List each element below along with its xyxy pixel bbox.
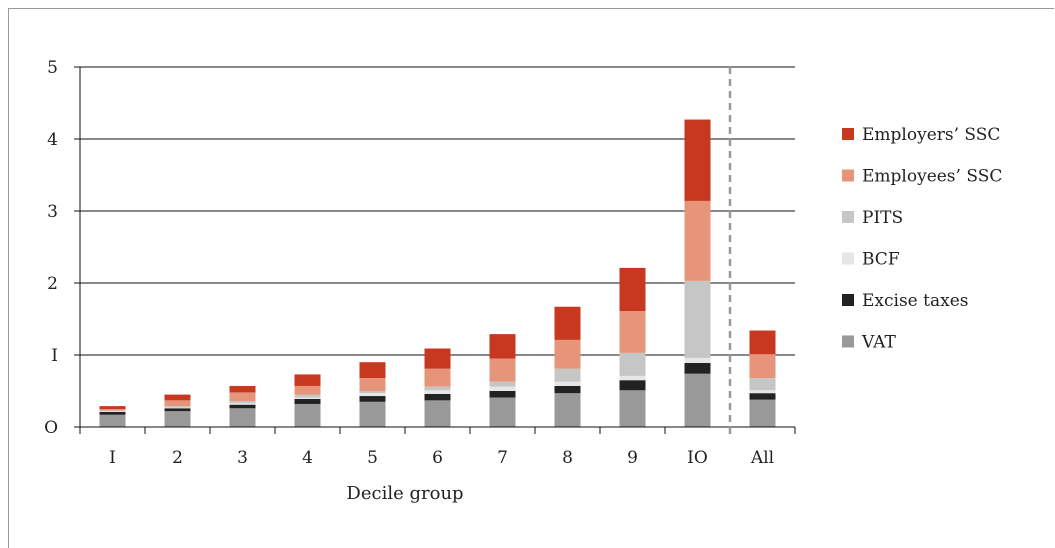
bar-segment-bcf-1 [99, 411, 126, 412]
bar-segment-employers-ssc-4 [294, 374, 321, 386]
bar-segment-bcf-8 [554, 381, 581, 386]
bar-segment-pits-8 [554, 368, 581, 382]
bar-segment-employers-ssc-3 [229, 385, 256, 393]
bar-segment-employers-ssc-8 [554, 306, 581, 340]
bar-segment-excise-taxes-6 [424, 393, 451, 401]
bar-segment-pits-2 [164, 406, 191, 408]
y-tick-label: I [51, 346, 58, 366]
legend-label-excise-taxes: Excise taxes [862, 291, 968, 311]
bar-segment-bcf-9 [619, 375, 646, 381]
bar-segment-excise-taxes-2 [164, 408, 191, 412]
bar-segment-employees-ssc-10 [684, 200, 711, 281]
bar-segment-employers-ssc-6 [424, 348, 451, 369]
bar-segment-excise-taxes-1 [99, 411, 126, 415]
bar-segment-bcf-5 [359, 393, 386, 397]
bar-segment-vat-9 [619, 390, 646, 427]
x-tick-label: 6 [432, 448, 443, 468]
bar-segment-vat-8 [554, 393, 581, 427]
x-tick-label: 4 [302, 448, 313, 468]
bar-segment-bcf-6 [424, 390, 451, 394]
bar-segment-employers-ssc-5 [359, 362, 386, 379]
bar-segment-pits-7 [489, 381, 516, 387]
bar-segment-employees-ssc-2 [164, 400, 191, 407]
x-tick-label: 8 [562, 448, 573, 468]
bar-segment-employers-ssc-10 [684, 119, 711, 201]
bar-segment-pits-4 [294, 394, 321, 398]
bar-segment-employees-ssc-3 [229, 392, 256, 402]
bar-segment-excise-taxes-7 [489, 391, 516, 398]
bar-segment-bcf-10 [684, 357, 711, 363]
bar-segment-excise-taxes-8 [554, 385, 581, 394]
bar-segment-employees-ssc-6 [424, 368, 451, 387]
bar-segment-pits-9 [619, 352, 646, 376]
x-axis-title: Decile group [346, 483, 463, 504]
bar-segment-employers-ssc-2 [164, 394, 191, 401]
legend-label-pits: PITS [862, 208, 903, 228]
bar-segment-vat-all [749, 399, 776, 427]
legend-swatch-employees-ssc [842, 169, 854, 182]
legend-swatch-pits [842, 211, 854, 223]
bar-segment-pits-all [749, 378, 776, 391]
x-tick-label: 2 [172, 448, 183, 468]
x-tick-label: 5 [367, 448, 378, 468]
bar-segment-excise-taxes-5 [359, 396, 386, 402]
bar-segment-pits-1 [99, 410, 126, 412]
bar-segment-bcf-3 [229, 403, 256, 405]
bar-segment-vat-5 [359, 401, 386, 427]
bar-segment-vat-4 [294, 403, 321, 427]
bar-segment-excise-taxes-9 [619, 380, 646, 391]
bar-segment-employers-ssc-9 [619, 267, 646, 312]
bar-segment-vat-2 [164, 411, 191, 427]
bar-segment-employees-ssc-all [749, 354, 776, 379]
bar-segment-pits-5 [359, 391, 386, 394]
bar-segment-employees-ssc-9 [619, 311, 646, 353]
bar-segment-vat-6 [424, 400, 451, 427]
legend-label-bcf: BCF [862, 250, 900, 270]
x-tick-label: I [109, 448, 116, 468]
legend-label-employees-ssc: Employees’ SSC [862, 167, 1002, 187]
bar-segment-vat-3 [229, 408, 256, 427]
bar-segment-vat-1 [99, 414, 126, 427]
bar-segment-employees-ssc-4 [294, 385, 321, 395]
bar-segment-employees-ssc-8 [554, 339, 581, 369]
bar-segment-pits-6 [424, 386, 451, 391]
x-tick-label: IO [687, 448, 708, 468]
bar-segment-bcf-2 [164, 407, 191, 409]
bar-segment-vat-7 [489, 397, 516, 427]
x-tick-label: All [750, 448, 774, 468]
bar-segment-bcf-4 [294, 397, 321, 399]
bar-segment-excise-taxes-all [749, 393, 776, 400]
x-tick-label: 7 [497, 448, 508, 468]
legend-label-vat: VAT [861, 333, 896, 353]
bar-segment-pits-10 [684, 280, 711, 358]
chart-frame [8, 8, 1054, 548]
y-tick-label: O [44, 418, 58, 438]
bar-segment-excise-taxes-3 [229, 404, 256, 409]
bar-segment-bcf-7 [489, 386, 516, 391]
bar-segment-employers-ssc-1 [99, 406, 126, 409]
y-tick-label: 4 [47, 130, 58, 150]
legend-swatch-excise-taxes [842, 294, 854, 306]
bar-segment-bcf-all [749, 390, 776, 394]
legend-swatch-bcf [842, 252, 854, 265]
bar-segment-excise-taxes-10 [684, 362, 711, 374]
x-tick-label: 9 [627, 448, 638, 468]
bar-segment-employers-ssc-all [749, 330, 776, 355]
bar-segment-pits-3 [229, 401, 256, 404]
bar-segment-vat-10 [684, 373, 711, 427]
bar-segment-employees-ssc-1 [99, 409, 126, 411]
bar-segment-excise-taxes-4 [294, 398, 321, 404]
legend-swatch-employers-ssc [842, 128, 854, 140]
bar-segment-employees-ssc-7 [489, 358, 516, 382]
y-tick-label: 2 [47, 274, 58, 294]
legend-swatch-vat [842, 335, 854, 348]
legend-label-employers-ssc: Employers’ SSC [862, 125, 1000, 145]
bar-segment-employers-ssc-7 [489, 334, 516, 359]
bar-segment-employees-ssc-5 [359, 378, 386, 391]
x-tick-label: 3 [237, 448, 248, 468]
y-tick-label: 5 [47, 58, 58, 78]
y-tick-label: 3 [47, 202, 58, 222]
